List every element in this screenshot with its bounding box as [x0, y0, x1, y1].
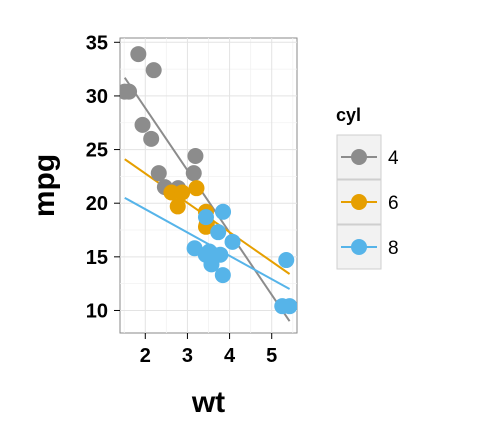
data-point-cyl-6 — [188, 180, 205, 197]
legend-point-cyl-6 — [351, 194, 367, 210]
legend-label-cyl-8: 8 — [388, 238, 399, 259]
data-point-cyl-8 — [215, 203, 232, 220]
fit-line-cyl-8 — [124, 196, 291, 290]
data-point-cyl-8 — [186, 240, 203, 257]
y-axis-title: mpg — [28, 154, 61, 217]
legend-point-cyl-4 — [351, 149, 367, 165]
y-tick-label: 10 — [86, 300, 108, 322]
data-point-cyl-8 — [203, 248, 220, 265]
data-points — [120, 46, 297, 315]
data-point-cyl-8 — [278, 252, 295, 269]
y-tick-label: 30 — [86, 86, 108, 108]
data-point-cyl-4 — [185, 165, 202, 182]
x-tick-label: 3 — [182, 345, 193, 367]
legend-label-cyl-6: 6 — [388, 193, 399, 214]
axes: 2 3 4 5 10 15 20 25 30 35 — [86, 32, 278, 367]
data-point-cyl-8 — [224, 233, 241, 250]
data-point-cyl-4 — [143, 130, 160, 147]
x-axis-title: wt — [191, 386, 225, 419]
legend-label-cyl-4: 4 — [388, 148, 399, 169]
data-point-cyl-8 — [214, 267, 231, 284]
y-tick-label: 35 — [86, 32, 108, 54]
x-tick-label: 5 — [266, 345, 277, 367]
data-point-cyl-4 — [134, 116, 151, 133]
data-point-cyl-8 — [210, 224, 227, 241]
data-point-cyl-4 — [150, 165, 167, 182]
data-point-cyl-4 — [145, 62, 162, 79]
data-point-cyl-4 — [130, 46, 147, 63]
y-tick-label: 20 — [86, 193, 108, 215]
data-point-cyl-6 — [174, 184, 191, 201]
data-point-cyl-4 — [120, 83, 133, 100]
legend-title: cyl — [336, 105, 361, 125]
data-point-cyl-6 — [169, 198, 186, 215]
legend: cyl 4 6 8 — [336, 105, 399, 270]
legend-point-cyl-8 — [351, 239, 367, 255]
y-tick-label: 25 — [86, 140, 108, 162]
x-tick-label: 2 — [140, 345, 151, 367]
data-point-cyl-8 — [197, 209, 214, 226]
fit-line-cyl-4 — [123, 77, 291, 322]
y-tick-label: 15 — [86, 247, 108, 269]
data-point-cyl-4 — [187, 148, 204, 164]
data-point-cyl-8 — [281, 298, 297, 315]
x-tick-label: 4 — [224, 345, 236, 367]
